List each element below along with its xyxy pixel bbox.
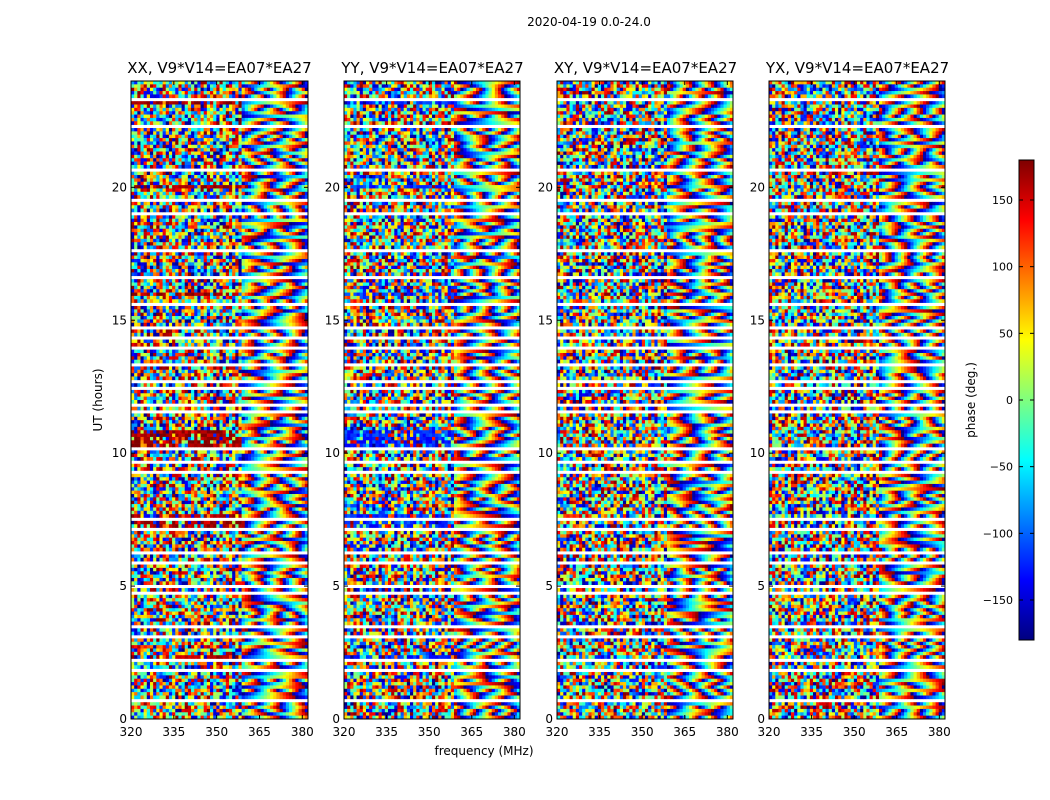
y-tick-label: 5 <box>119 579 127 593</box>
y-axis-label: UT (hours) <box>91 368 105 431</box>
x-tick-label: 320 <box>333 725 356 739</box>
colorbar-tick-label: 50 <box>999 327 1013 340</box>
y-tick-label: 5 <box>545 579 553 593</box>
panel-title-xy: XY, V9*V14=EA07*EA27 <box>554 59 737 77</box>
panel-title-yy: YY, V9*V14=EA07*EA27 <box>340 59 523 77</box>
x-tick-label: 365 <box>248 725 271 739</box>
colorbar-tick-label: −100 <box>983 527 1013 540</box>
y-tick-label: 10 <box>112 446 127 460</box>
panel-xy: XY, V9*V14=EA07*EA27 320 335 350 365 380 0 5 10… <box>538 59 739 739</box>
y-tick-label: 0 <box>545 712 553 726</box>
figure-suptitle: 2020-04-19 0.0-24.0 <box>527 15 651 29</box>
y-tick-label: 10 <box>538 446 553 460</box>
x-tick-label: 350 <box>631 725 654 739</box>
x-tick-label: 350 <box>205 725 228 739</box>
panel-title-yx: YX, V9*V14=EA07*EA27 <box>765 59 949 77</box>
panel-xx: XX, V9*V14=EA07*EA27 320 335 350 365 380 0 5 10… <box>112 59 314 739</box>
axis-ticks-yx: 320 335 350 365 380 0 5 10 15 20 <box>750 81 951 739</box>
y-tick-label: 10 <box>750 446 765 460</box>
x-axis-label: frequency (MHz) <box>434 744 533 758</box>
axis-ticks-xx: 320 335 350 365 380 0 5 10 15 20 <box>112 81 314 739</box>
x-tick-label: 365 <box>885 725 908 739</box>
y-tick-label: 5 <box>332 579 340 593</box>
y-tick-label: 20 <box>325 180 340 194</box>
x-tick-label: 335 <box>588 725 611 739</box>
colorbar: 150 100 50 0 −50 −100 −150 phase (deg.) <box>964 159 1035 641</box>
colorbar-tick-label: −150 <box>983 594 1013 607</box>
x-tick-label: 380 <box>928 725 951 739</box>
colorbar-tick-label: 0 <box>1006 394 1013 407</box>
heatmap-yy <box>343 80 521 720</box>
y-tick-label: 15 <box>325 313 340 327</box>
panel-yy: YY, V9*V14=EA07*EA27 320 335 350 365 380 0 5 10… <box>325 59 526 739</box>
x-tick-label: 365 <box>460 725 483 739</box>
panel-yx: YX, V9*V14=EA07*EA27 320 335 350 365 380 0 5 10… <box>750 59 951 739</box>
x-tick-label: 335 <box>800 725 823 739</box>
y-tick-label: 15 <box>112 313 127 327</box>
y-tick-label: 0 <box>332 712 340 726</box>
x-tick-label: 350 <box>843 725 866 739</box>
heatmap-xy <box>556 80 734 720</box>
colorbar-tick-label: 100 <box>992 261 1013 274</box>
x-tick-label: 335 <box>162 725 185 739</box>
x-tick-label: 320 <box>120 725 143 739</box>
y-tick-label: 0 <box>757 712 765 726</box>
heatmap-yx <box>768 80 946 720</box>
colorbar-label: phase (deg.) <box>964 362 978 438</box>
y-tick-label: 10 <box>325 446 340 460</box>
heatmap-xx <box>130 80 309 720</box>
colorbar-ticks: 150 100 50 0 −50 −100 −150 <box>983 194 1034 607</box>
x-tick-label: 380 <box>291 725 314 739</box>
x-tick-label: 320 <box>546 725 569 739</box>
x-tick-label: 350 <box>418 725 441 739</box>
y-tick-label: 20 <box>750 180 765 194</box>
colorbar-tick-label: 150 <box>992 194 1013 207</box>
y-tick-label: 20 <box>112 180 127 194</box>
x-tick-label: 320 <box>758 725 781 739</box>
y-tick-label: 20 <box>538 180 553 194</box>
y-tick-label: 5 <box>757 579 765 593</box>
colorbar-tick-label: −50 <box>990 461 1013 474</box>
x-tick-label: 365 <box>673 725 696 739</box>
axis-ticks-xy: 320 335 350 365 380 0 5 10 15 20 <box>538 81 739 739</box>
y-tick-label: 15 <box>750 313 765 327</box>
x-tick-label: 335 <box>375 725 398 739</box>
x-tick-label: 380 <box>503 725 526 739</box>
y-tick-label: 0 <box>119 712 127 726</box>
y-tick-label: 15 <box>538 313 553 327</box>
panel-title-xx: XX, V9*V14=EA07*EA27 <box>127 59 311 77</box>
axis-ticks-yy: 320 335 350 365 380 0 5 10 15 20 <box>325 81 526 739</box>
x-tick-label: 380 <box>716 725 739 739</box>
